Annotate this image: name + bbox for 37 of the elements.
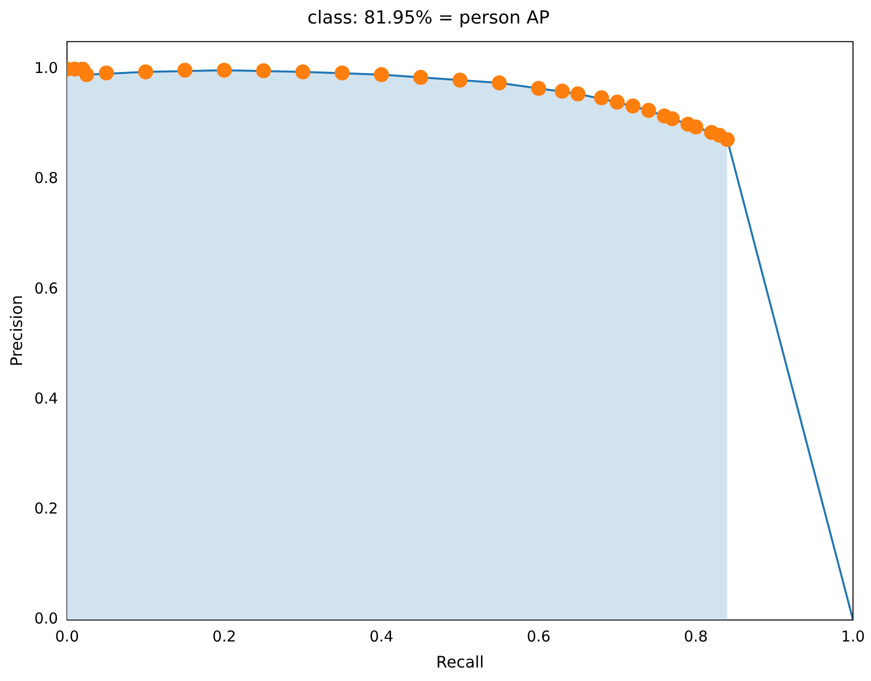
point (492, 75, 507, 90)
point (610, 94, 625, 110)
y-tick-label: 1.0 (34, 59, 58, 78)
point (570, 86, 586, 102)
y-tick-label: 0.6 (34, 279, 58, 298)
point (177, 62, 192, 78)
point (216, 62, 232, 78)
x-tick-label: 0.0 (55, 628, 79, 646)
point (452, 72, 468, 88)
point (256, 63, 272, 78)
point (688, 119, 704, 134)
point (554, 84, 570, 99)
point (79, 67, 94, 82)
y-axis-title: Precision (6, 295, 26, 366)
point (531, 80, 546, 96)
point (334, 65, 350, 80)
x-axis-title: Recall (436, 652, 484, 672)
point (594, 90, 609, 106)
point (625, 98, 640, 114)
point (664, 111, 680, 126)
point (138, 64, 154, 80)
point (374, 67, 389, 82)
point (98, 65, 114, 80)
x-tick-label: 1.0 (841, 628, 865, 646)
point (720, 132, 735, 148)
point (295, 64, 310, 80)
y-tick-label: 0.8 (34, 169, 58, 188)
x-tick-label: 0.8 (684, 628, 708, 646)
x-tick-label: 0.6 (526, 628, 551, 646)
x-tick-label: 0.2 (212, 628, 236, 646)
chart-title: class: 81.95% = person AP (307, 7, 550, 28)
y-tick-label: 0.4 (34, 389, 58, 408)
y-tick-label: 0.0 (34, 610, 58, 628)
point (641, 102, 656, 118)
point (413, 70, 428, 85)
y-tick-label: 0.2 (34, 500, 58, 518)
x-tick-label: 0.4 (370, 628, 394, 646)
